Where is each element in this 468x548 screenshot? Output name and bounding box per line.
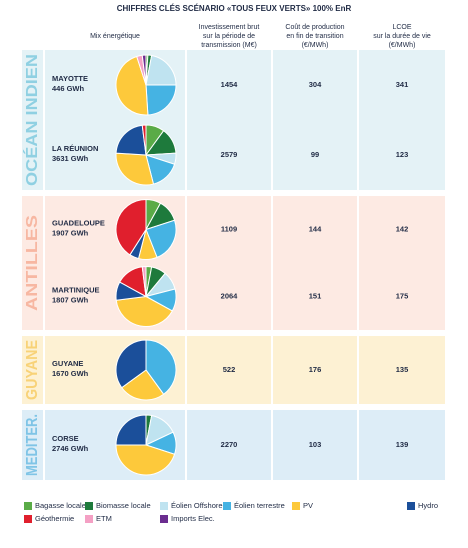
region-label: MEDITER.	[24, 414, 41, 476]
production: 1670 GWh	[52, 369, 89, 378]
value: 139	[396, 440, 409, 449]
pie-slice	[115, 55, 149, 116]
territory: CORSE	[52, 434, 79, 443]
value: 151	[309, 291, 322, 300]
value: 142	[396, 224, 409, 233]
column-header: Mix énergétique	[90, 33, 140, 40]
region-background	[273, 336, 357, 404]
legend-swatch	[24, 502, 32, 510]
legend-label: Bagasse locale	[35, 501, 86, 510]
pie-slice	[121, 369, 165, 401]
region-label: GUYANE	[24, 340, 41, 400]
column-header: LCOE	[392, 24, 411, 31]
legend-label: Hydro	[418, 501, 438, 510]
region-label: OCÉAN INDIEN	[22, 54, 41, 186]
legend-label: Éolien Offshore	[171, 501, 223, 510]
value: 2579	[221, 150, 238, 159]
region-background	[273, 196, 357, 330]
legend-label: Imports Elec.	[171, 514, 215, 523]
legend-label: PV	[303, 501, 313, 510]
value: 2270	[221, 440, 238, 449]
value: 176	[309, 365, 322, 374]
value: 135	[396, 365, 409, 374]
column-header: Investissement brut	[199, 24, 260, 31]
territory: LA RÉUNION	[52, 144, 98, 153]
pie-slice	[115, 152, 155, 186]
territory: GUADELOUPE	[52, 218, 105, 227]
pie-slice	[145, 84, 177, 116]
region-band	[22, 410, 43, 480]
production: 2746 GWh	[52, 444, 89, 453]
title: CHIFFRES CLÉS SCÉNARIO «TOUS FEUX VERTS»…	[117, 4, 352, 13]
column-header: (€/MWh)	[389, 42, 416, 49]
pie-slice	[115, 124, 147, 156]
value: 99	[311, 150, 319, 159]
region-background	[359, 196, 445, 330]
region-background	[273, 50, 357, 190]
value: 175	[396, 291, 409, 300]
value: 304	[309, 80, 322, 89]
region-background	[359, 336, 445, 404]
pie-slice	[115, 444, 176, 476]
region-background	[273, 410, 357, 480]
region-background	[187, 50, 271, 190]
pie-slice	[145, 339, 177, 395]
value: 103	[309, 440, 322, 449]
region-background	[359, 410, 445, 480]
territory: GUYANE	[52, 359, 83, 368]
value: 123	[396, 150, 409, 159]
column-header: sur la période de	[203, 33, 255, 40]
region-background	[359, 50, 445, 190]
value: 2064	[221, 291, 239, 300]
value: 144	[309, 224, 322, 233]
production: 1807 GWh	[52, 295, 89, 304]
pie-slice	[115, 414, 147, 446]
legend-swatch	[292, 502, 300, 510]
production: 1907 GWh	[52, 228, 89, 237]
pie-slice	[115, 198, 147, 256]
territory: MARTINIQUE	[52, 285, 100, 294]
pie-slice	[141, 54, 147, 86]
production: 446 GWh	[52, 84, 85, 93]
pie-slice	[115, 339, 147, 389]
legend-swatch	[85, 515, 93, 523]
value: 522	[223, 365, 236, 374]
column-header: en fin de transition	[286, 33, 343, 40]
region-band	[22, 196, 43, 330]
legend-label: ETM	[96, 514, 112, 523]
legend-swatch	[85, 502, 93, 510]
column-header: (€/MWh)	[302, 42, 329, 49]
region-background	[187, 410, 271, 480]
value: 341	[396, 80, 409, 89]
legend-label: Biomasse locale	[96, 501, 151, 510]
pie-slice	[141, 265, 147, 297]
production: 3631 GWh	[52, 154, 89, 163]
pie-slice	[115, 295, 173, 327]
region-background	[187, 196, 271, 330]
column-header: sur la durée de vie	[373, 33, 431, 40]
legend-swatch	[160, 502, 168, 510]
value: 1109	[221, 224, 237, 233]
legend-label: Géothermie	[35, 514, 74, 523]
region-background	[187, 336, 271, 404]
legend-label: Éolien terrestre	[234, 501, 285, 510]
pie-slice	[145, 54, 177, 86]
legend-swatch	[160, 515, 168, 523]
value: 1454	[221, 80, 239, 89]
legend-swatch	[223, 502, 231, 510]
territory: MAYOTTE	[52, 74, 88, 83]
legend-swatch	[407, 502, 415, 510]
legend-swatch	[24, 515, 32, 523]
column-header: Coût de production	[285, 24, 344, 31]
column-header: transmission (M€)	[201, 42, 257, 49]
region-label: ANTILLES	[24, 215, 41, 311]
pie-slice	[141, 124, 147, 156]
region-band	[22, 336, 43, 404]
region-band	[22, 50, 43, 190]
